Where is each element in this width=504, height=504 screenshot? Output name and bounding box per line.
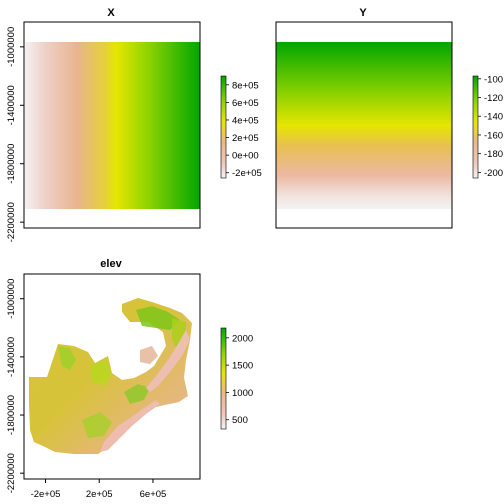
- x-legend-bar: [220, 75, 227, 179]
- legend-tick-label: -140: [484, 112, 503, 123]
- panel-elev-title: elev: [100, 258, 122, 270]
- x-raster: [25, 42, 200, 209]
- elev-xtick-label: 6e+05: [140, 489, 167, 500]
- 0-ytick-label: -1800000: [6, 144, 17, 184]
- elev-raster: [29, 298, 192, 454]
- legend-tick-label: -120: [484, 93, 503, 104]
- 2-ytick-label: -1000000: [6, 279, 17, 319]
- legend-tick-label: 2e+05: [232, 133, 259, 144]
- 2-ytick-label: -2200000: [6, 453, 17, 493]
- elev-zambezi-valley: [100, 400, 160, 452]
- legend-tick-label: 1500: [232, 361, 253, 372]
- panel-x-title: X: [107, 7, 115, 19]
- legend-tick-label: 500: [232, 415, 248, 426]
- legend-tick-label: -200: [484, 168, 503, 179]
- legend-tick-label: 4e+05: [232, 115, 259, 126]
- x-y-axis: -1000000 -1400000 -1800000 -2200000: [6, 27, 24, 242]
- x-legend: 8e+05 6e+05 4e+05 2e+05 0e+00 -2e+05: [220, 75, 262, 179]
- panel-y: Y -100 -120 -140 -160 -180 -200: [275, 7, 503, 229]
- y-raster: [276, 42, 452, 209]
- 0-ytick-label: -1000000: [6, 27, 17, 67]
- y-legend-bar: [472, 75, 479, 179]
- legend-tick-label: 6e+05: [232, 98, 259, 109]
- legend-tick-label: 2000: [232, 333, 253, 344]
- elev-y-axis: -1000000 -1400000 -1800000 -2200000: [6, 279, 24, 493]
- 0-ytick-label: -2200000: [6, 202, 17, 242]
- 0-ytick-label: -1400000: [6, 85, 17, 125]
- 2-ytick-label: -1400000: [6, 337, 17, 377]
- panel-y-frame: [275, 21, 453, 229]
- legend-tick-label: -180: [484, 149, 503, 160]
- elev-lake-area: [140, 346, 158, 364]
- elev-highland-se: [124, 384, 150, 404]
- elev-xtick-label: 2e+05: [86, 489, 113, 500]
- y-legend: -100 -120 -140 -160 -180 -200: [472, 74, 503, 179]
- elev-xtick-label: -2e+05: [31, 489, 61, 500]
- elev-x-axis: -2e+05 2e+05 6e+05: [31, 479, 167, 500]
- elev-highland-s: [82, 412, 112, 438]
- elev-legend-bar: [220, 327, 227, 430]
- elev-luangwa-valley: [146, 330, 190, 392]
- elev-highland-w: [58, 346, 76, 370]
- legend-tick-label: -2e+05: [232, 168, 262, 179]
- legend-tick-label: 0e+00: [232, 151, 259, 162]
- panel-elev-frame: [23, 273, 201, 480]
- legend-tick-label: -100: [484, 74, 503, 85]
- panel-y-title: Y: [359, 7, 367, 19]
- legend-tick-label: -160: [484, 130, 503, 141]
- panel-x: X -1000000 -1400000 -1800000 -2200000 8e+05…: [6, 7, 262, 242]
- legend-tick-label: 8e+05: [232, 80, 259, 91]
- elev-highland-ne: [136, 306, 180, 330]
- panel-elev: elev -1000000 -1400000 -1800000 -2200000 -2…: [6, 258, 253, 500]
- panel-x-frame: [23, 21, 201, 229]
- elev-legend: 2000 1500 1000 500: [220, 327, 253, 430]
- legend-tick-label: 1000: [232, 388, 253, 399]
- 2-ytick-label: -1800000: [6, 395, 17, 435]
- elev-highland-c: [90, 360, 112, 386]
